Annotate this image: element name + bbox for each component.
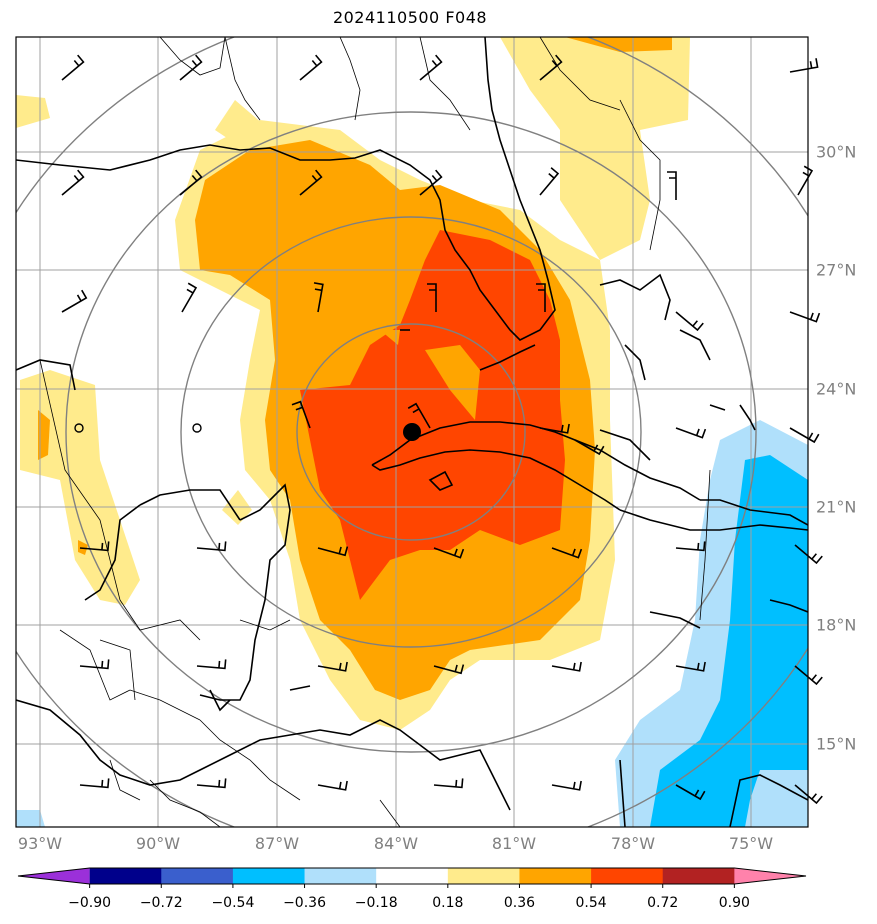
wind-barb: [551, 661, 582, 672]
distance-rings: [16, 37, 808, 827]
wind-barb: [667, 171, 677, 200]
wind-barb: [291, 400, 311, 429]
wind-barb: [299, 54, 323, 81]
country-borders: [39, 37, 711, 827]
calm-wind-marker: [192, 423, 202, 433]
colorbar-segment: [18, 868, 90, 884]
wind-barb: [574, 439, 605, 456]
colorbar-segment: [89, 868, 162, 884]
wind-barb: [794, 665, 823, 686]
colorbar-tick-label: −0.36: [283, 895, 326, 911]
wind-barb: [675, 784, 706, 801]
latitude-tick-label: 15°N: [816, 734, 857, 754]
wind-barb: [675, 427, 707, 439]
wind-barb: [79, 541, 110, 552]
wind-barb: [179, 54, 203, 81]
wind-barb: [419, 169, 443, 196]
storm-center-marker: [403, 423, 421, 441]
longitude-tick-label: 84°W: [373, 834, 419, 853]
inner-orange-patches: [380, 330, 480, 420]
map-frame: [15, 36, 809, 828]
wind-barb: [61, 289, 88, 313]
longitude-tick-label: 75°W: [728, 834, 774, 853]
wind-barb: [61, 169, 85, 196]
wind-barb: [433, 547, 465, 559]
wind-barb: [675, 311, 704, 332]
latitude-tick-label: 27°N: [816, 260, 857, 280]
wind-barb: [539, 423, 570, 434]
lat-lon-gridlines: [16, 37, 808, 827]
colorbar-segment: [304, 868, 377, 884]
colorbar: [17, 867, 807, 888]
wind-barb: [433, 778, 464, 789]
colorbar-segment: [447, 868, 520, 884]
wind-barb: [407, 402, 431, 429]
wind-barb: [797, 165, 814, 196]
colorbar-tick-label: −0.90: [68, 895, 112, 911]
wind-barb: [196, 659, 227, 670]
wind-barb: [675, 541, 706, 552]
wind-barb: [79, 659, 110, 670]
wind-barb: [794, 544, 823, 565]
wind-barb: [317, 661, 348, 672]
wind-barb: [419, 54, 443, 81]
wind-barb: [539, 167, 560, 196]
longitude-tick-label: 87°W: [254, 834, 300, 853]
colorbar-segment: [591, 868, 664, 884]
wind-barb: [551, 547, 583, 559]
wind-barb: [675, 661, 706, 672]
colorbar-segment: [662, 868, 735, 884]
colorbar-tick-label: −0.54: [211, 895, 255, 911]
latitude-tick-label: 24°N: [816, 379, 857, 399]
wind-barb: [794, 784, 823, 805]
colorbar-segment: [161, 868, 234, 884]
inner-light-blue-patch: [745, 770, 808, 827]
wind-barb: [299, 169, 323, 196]
wind-barb: [196, 778, 227, 789]
longitude-tick-label: 78°W: [610, 834, 656, 853]
colorbar-tick-label: 0.72: [647, 895, 679, 911]
colorbar-tick-label: 0.36: [503, 895, 536, 911]
colorbar-tick-label: 0.18: [432, 895, 464, 911]
latitude-tick-label: 21°N: [816, 497, 857, 517]
wind-barb: [551, 780, 582, 791]
map-title: 2024110500 F048: [332, 8, 488, 27]
colorbar-segment: [734, 868, 806, 884]
colorbar-tick-label: −0.72: [139, 895, 183, 911]
colorbar-segment: [232, 868, 306, 884]
longitude-tick-label: 90°W: [135, 834, 181, 853]
negative-anomaly-blue-fill: [650, 455, 808, 827]
wind-barb: [317, 780, 348, 791]
colorbar-segment: [519, 868, 592, 884]
wind-barb: [433, 664, 465, 675]
colorbar-tick-label: 0.90: [718, 895, 750, 911]
latitude-tick-label: 18°N: [816, 615, 857, 635]
wind-barb: [313, 282, 324, 313]
colorbar-tick-label: −0.18: [354, 895, 398, 911]
colorbar-tick-label: 0.54: [575, 895, 607, 911]
colorbar-segment: [376, 868, 449, 884]
wind-barb: [181, 282, 198, 313]
longitude-tick-label: 93°W: [17, 834, 63, 853]
calm-wind-marker: [74, 423, 84, 433]
wind-barb: [317, 546, 349, 557]
wind-barb: [536, 283, 546, 312]
wind-barb: [179, 169, 203, 196]
wind-barb: [539, 54, 563, 81]
wind-barb: [196, 541, 227, 552]
wind-barbs: [61, 54, 823, 805]
wind-barb: [427, 283, 437, 312]
wind-barb: [61, 54, 85, 81]
wind-barb: [789, 311, 821, 323]
wind-barb: [79, 778, 110, 789]
longitude-tick-label: 81°W: [491, 834, 537, 853]
latitude-tick-label: 30°N: [816, 142, 857, 162]
wind-barb: [789, 58, 819, 73]
wind-barb: [789, 427, 820, 444]
